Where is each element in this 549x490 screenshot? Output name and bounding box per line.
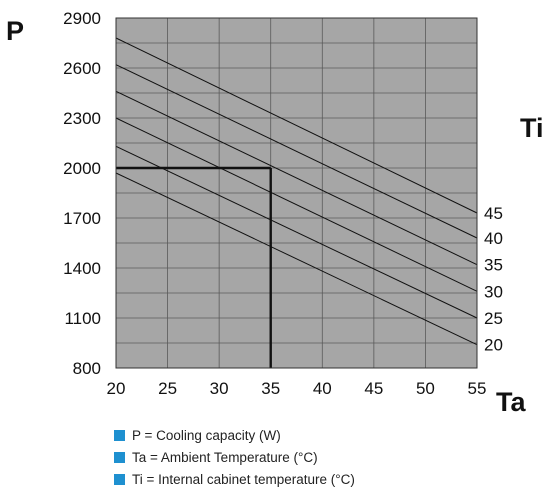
x-tick-label: 20	[107, 379, 126, 398]
x-tick-label: 30	[210, 379, 229, 398]
y-tick-label: 1100	[64, 309, 101, 328]
series-labels: 45 40 35 30 25 20	[484, 204, 503, 355]
x-tick-label: 35	[261, 379, 280, 398]
x-tick-label: 55	[468, 379, 487, 398]
y-tick-label: 2300	[63, 109, 101, 128]
y-axis-label: P	[6, 16, 24, 46]
series-label-ti-40: 40	[484, 229, 503, 248]
legend-label: Ta = Ambient Temperature (°C)	[132, 449, 318, 465]
y-tick-label: 2000	[63, 159, 101, 178]
series-line-ti-20	[115, 172, 478, 346]
legend-label: Ti = Internal cabinet temperature (°C)	[132, 471, 355, 487]
series-label-ti-25: 25	[484, 309, 503, 328]
series-lines	[115, 37, 478, 346]
x-tick-label: 25	[158, 379, 177, 398]
x-axis-label: Ta	[496, 387, 526, 417]
x-tick-label: 50	[416, 379, 435, 398]
legend-item-ta: Ta = Ambient Temperature (°C)	[114, 446, 355, 468]
legend-item-ti: Ti = Internal cabinet temperature (°C)	[114, 468, 355, 490]
legend-square-icon	[114, 473, 125, 485]
series-axis-label: Ti	[520, 113, 544, 143]
example-reading	[116, 166, 272, 368]
legend: P = Cooling capacity (W) Ta = Ambient Te…	[114, 424, 355, 490]
y-tick-label: 800	[73, 359, 101, 378]
y-tick-label: 2900	[63, 9, 101, 28]
series-line-ti-45	[115, 37, 478, 214]
plot-frame	[115, 17, 478, 369]
legend-square-icon	[114, 451, 125, 463]
legend-item-p: P = Cooling capacity (W)	[114, 424, 355, 446]
series-label-ti-45: 45	[484, 204, 503, 223]
series-label-ti-35: 35	[484, 256, 503, 275]
series-label-ti-20: 20	[484, 336, 503, 355]
y-tick-label: 1400	[63, 259, 101, 278]
legend-square-icon	[114, 429, 125, 441]
series-label-ti-30: 30	[484, 282, 503, 301]
legend-label: P = Cooling capacity (W)	[132, 427, 281, 443]
x-tick-label: 40	[313, 379, 332, 398]
series-line-ti-25	[115, 145, 478, 319]
series-line-ti-30	[115, 117, 478, 292]
x-tick-label: 45	[364, 379, 383, 398]
series-line-ti-40	[115, 64, 478, 239]
series-line-ti-35	[115, 90, 478, 266]
grid	[116, 18, 477, 368]
y-tick-label: 2600	[63, 59, 101, 78]
y-tick-label: 1700	[63, 209, 101, 228]
x-tick-labels: 20 25 30 35 40 45 50 55	[107, 379, 487, 398]
y-tick-labels: 800 1100 1400 1700 2000 2300 2600 2900	[63, 9, 101, 378]
